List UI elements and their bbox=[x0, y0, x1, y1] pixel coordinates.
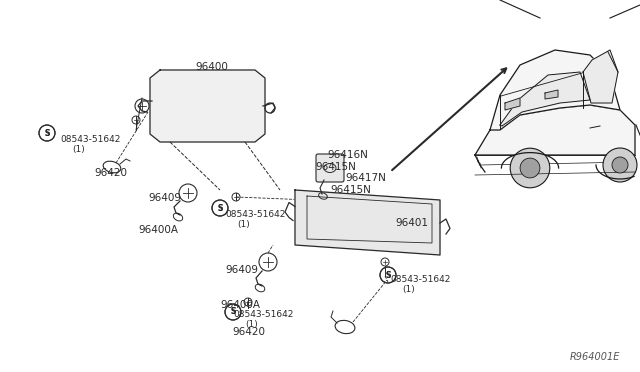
Polygon shape bbox=[545, 90, 558, 99]
Text: S: S bbox=[44, 128, 50, 138]
Text: 08543-51642: 08543-51642 bbox=[233, 310, 293, 319]
Polygon shape bbox=[475, 105, 635, 155]
Text: S: S bbox=[44, 128, 50, 138]
Text: S: S bbox=[385, 270, 390, 279]
Polygon shape bbox=[583, 50, 618, 103]
Text: S: S bbox=[230, 308, 236, 317]
Text: 96415N: 96415N bbox=[330, 185, 371, 195]
Text: 96416N: 96416N bbox=[327, 150, 368, 160]
Circle shape bbox=[612, 157, 628, 173]
Polygon shape bbox=[150, 70, 265, 142]
Text: 96400: 96400 bbox=[195, 62, 228, 72]
Circle shape bbox=[603, 148, 637, 182]
Text: R964001E: R964001E bbox=[570, 352, 620, 362]
Text: 08543-51642: 08543-51642 bbox=[225, 210, 285, 219]
Polygon shape bbox=[500, 72, 590, 126]
Text: S: S bbox=[218, 203, 223, 212]
Circle shape bbox=[520, 158, 540, 178]
Text: 96420: 96420 bbox=[94, 168, 127, 178]
Text: 08543-51642: 08543-51642 bbox=[390, 275, 451, 284]
FancyBboxPatch shape bbox=[316, 154, 344, 182]
Text: 96400A: 96400A bbox=[220, 300, 260, 310]
Text: 96400A: 96400A bbox=[138, 225, 178, 235]
Circle shape bbox=[510, 148, 550, 188]
Text: 96415N: 96415N bbox=[315, 162, 356, 172]
Text: 96401: 96401 bbox=[395, 218, 428, 228]
Polygon shape bbox=[505, 98, 520, 110]
Text: (1): (1) bbox=[402, 285, 415, 294]
Text: 08543-51642: 08543-51642 bbox=[60, 135, 120, 144]
Text: (1): (1) bbox=[237, 220, 250, 229]
Text: S: S bbox=[230, 308, 236, 317]
Text: (1): (1) bbox=[72, 145, 84, 154]
Polygon shape bbox=[490, 50, 620, 130]
Text: 96409: 96409 bbox=[225, 265, 258, 275]
Text: 96417N: 96417N bbox=[345, 173, 386, 183]
Text: (1): (1) bbox=[245, 320, 258, 329]
Polygon shape bbox=[295, 190, 440, 255]
Text: S: S bbox=[218, 203, 223, 212]
Text: S: S bbox=[385, 270, 390, 279]
Text: 96420: 96420 bbox=[232, 327, 265, 337]
Text: 96409: 96409 bbox=[148, 193, 181, 203]
